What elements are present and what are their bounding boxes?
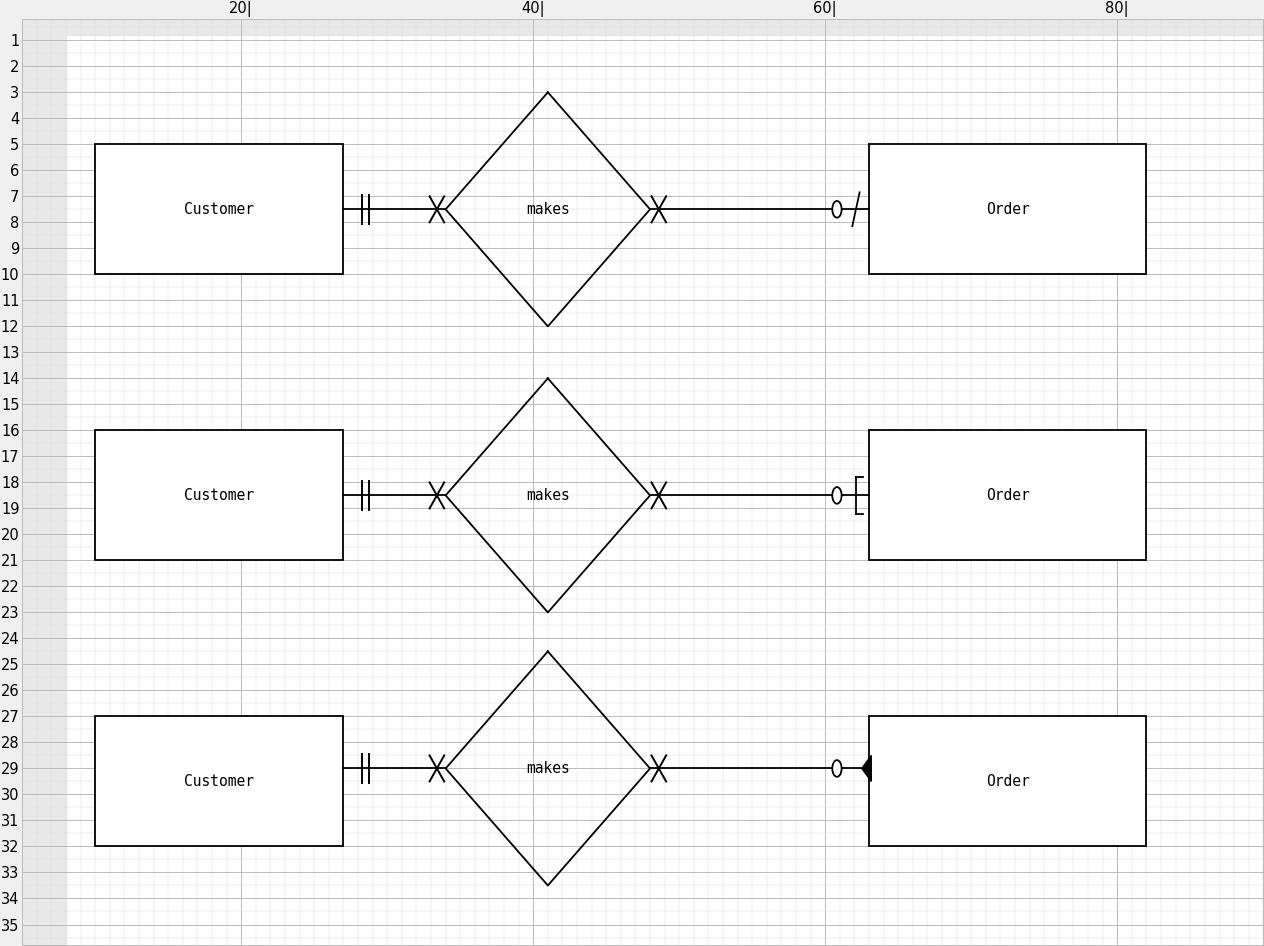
Text: makes: makes	[526, 488, 570, 503]
Bar	[870, 430, 1146, 560]
Bar	[23, 20, 1263, 35]
Text: Customer: Customer	[185, 488, 254, 503]
Text: makes: makes	[526, 201, 570, 217]
Text: Customer: Customer	[185, 774, 254, 789]
Circle shape	[832, 487, 842, 503]
Circle shape	[832, 761, 842, 777]
Polygon shape	[862, 756, 871, 781]
Bar	[95, 430, 344, 560]
Bar	[95, 716, 344, 847]
Text: Customer: Customer	[185, 201, 254, 217]
Text: makes: makes	[526, 761, 570, 776]
Text: Order: Order	[986, 488, 1030, 503]
Bar	[870, 145, 1146, 274]
Bar	[23, 20, 66, 945]
Text: Order: Order	[986, 201, 1030, 217]
Circle shape	[832, 201, 842, 218]
Bar	[95, 145, 344, 274]
Text: Order: Order	[986, 774, 1030, 789]
Bar	[870, 716, 1146, 847]
